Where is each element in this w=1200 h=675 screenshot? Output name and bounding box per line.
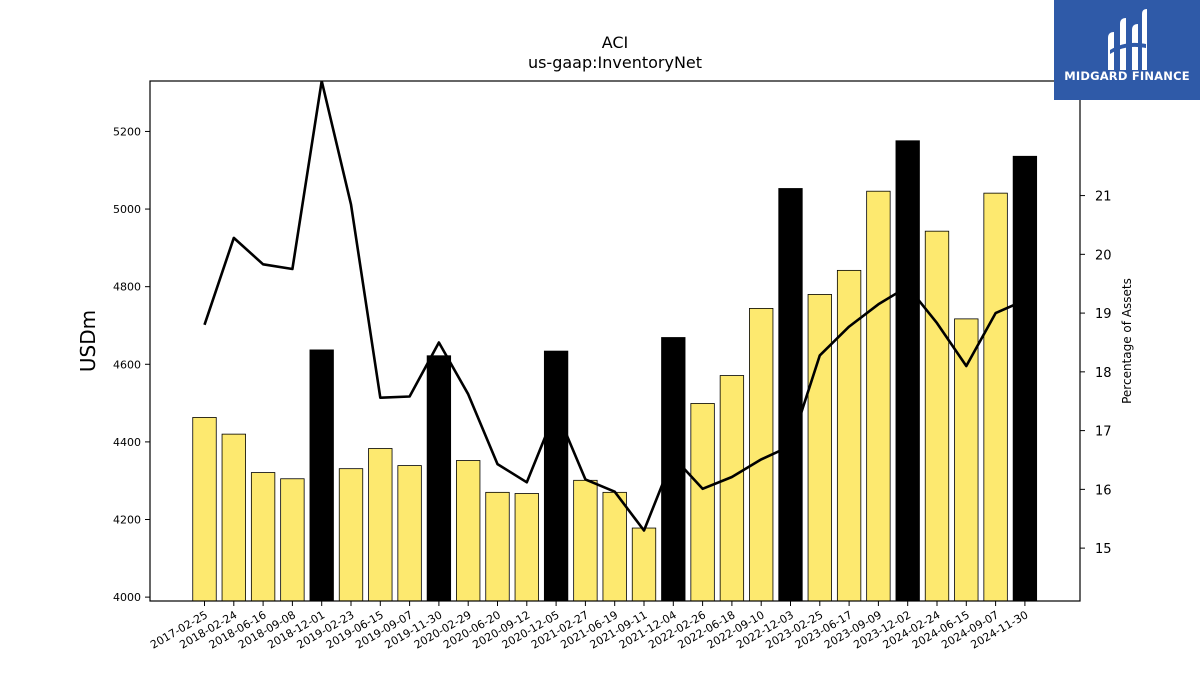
bar-2022-02-26 bbox=[690, 403, 715, 602]
bar-2019-06-15 bbox=[368, 448, 393, 602]
y2-tick-label-16: 16 bbox=[1095, 483, 1112, 498]
bar-2021-12-04 bbox=[661, 337, 686, 602]
y-axis-label: USDm bbox=[76, 310, 100, 372]
y-tick-label-5000: 5000 bbox=[113, 203, 141, 216]
y2-tick-label-17: 17 bbox=[1095, 425, 1112, 440]
bar-2021-02-27 bbox=[573, 479, 598, 602]
bar-2020-09-12 bbox=[514, 493, 539, 602]
midgard-finance-logo: MIDGARD FINANCE bbox=[1054, 0, 1200, 100]
bar-2019-09-07 bbox=[397, 465, 422, 602]
y-tick-label-4200: 4200 bbox=[113, 514, 141, 527]
y2-tick-label-15: 15 bbox=[1095, 542, 1112, 557]
y2-tick-label-18: 18 bbox=[1095, 366, 1112, 381]
bar-2024-11-30 bbox=[1012, 155, 1038, 602]
bar-2020-06-20 bbox=[485, 491, 510, 602]
bar-2023-12-02 bbox=[895, 140, 920, 602]
y2-tick-label-19: 19 bbox=[1095, 307, 1112, 322]
bar-2024-09-07 bbox=[983, 192, 1008, 602]
chart-subtitle: us-gaap:InventoryNet bbox=[528, 53, 702, 72]
bar-2023-02-25 bbox=[807, 294, 832, 602]
y2-tick-label-21: 21 bbox=[1095, 190, 1112, 205]
y-tick-label-5200: 5200 bbox=[113, 125, 141, 138]
bar-2018-09-08 bbox=[280, 478, 305, 602]
y2-tick-label-20: 20 bbox=[1095, 248, 1112, 263]
percentage-line bbox=[203, 81, 1026, 532]
bar-2017-02-25 bbox=[192, 417, 217, 602]
bar-2021-06-19 bbox=[602, 491, 627, 602]
y-tick-label-4400: 4400 bbox=[113, 436, 141, 449]
logo-mark bbox=[1054, 0, 1200, 100]
bar-2019-11-30 bbox=[426, 355, 452, 602]
bar-2018-12-01 bbox=[309, 349, 334, 602]
y-tick-label-4600: 4600 bbox=[113, 358, 141, 371]
bar-2022-06-18 bbox=[719, 375, 745, 602]
bar-2022-12-03 bbox=[778, 188, 803, 602]
chart-title: ACI bbox=[602, 33, 629, 52]
bar-2019-02-23 bbox=[338, 468, 364, 602]
bar-2020-02-29 bbox=[456, 460, 481, 602]
bar-2024-02-24 bbox=[924, 230, 950, 602]
bar-2023-09-09 bbox=[866, 190, 891, 602]
logo-text: MIDGARD FINANCE bbox=[1064, 69, 1190, 83]
bar-2018-06-16 bbox=[250, 472, 276, 602]
bar-2021-09-11 bbox=[631, 527, 657, 602]
bar-2018-02-24 bbox=[221, 433, 246, 602]
bar-2024-06-15 bbox=[954, 318, 979, 602]
y-tick-label-4800: 4800 bbox=[113, 281, 141, 294]
y-tick-label-4000: 4000 bbox=[113, 591, 141, 604]
y2-axis-label: Percentage of Assets bbox=[1120, 278, 1134, 404]
bar-2020-12-05 bbox=[543, 350, 569, 602]
